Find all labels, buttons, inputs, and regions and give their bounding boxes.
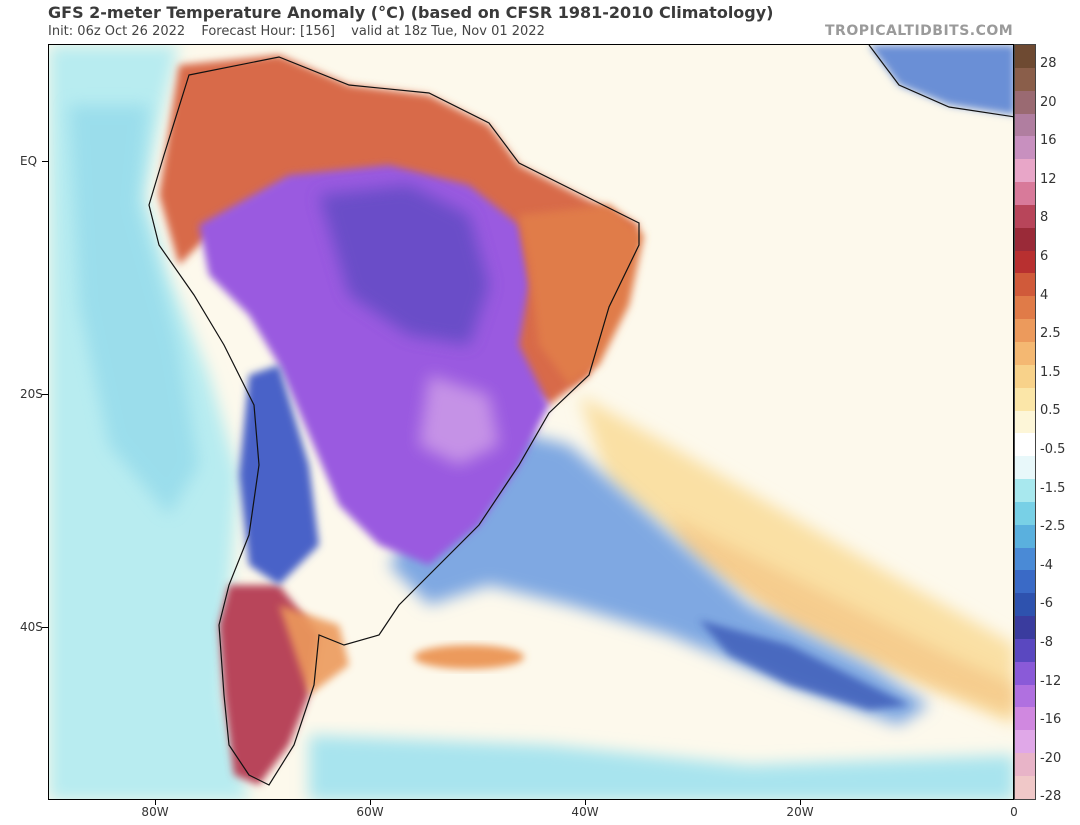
atlantic-cold-core — [699, 620, 909, 710]
colorbar-swatch — [1015, 319, 1035, 342]
south-atlantic-warm-patch — [414, 645, 524, 669]
atlantic-warm-core — [669, 515, 1013, 715]
colorbar-swatch — [1015, 113, 1035, 137]
map-title: GFS 2-meter Temperature Anomaly (°C) (ba… — [48, 3, 774, 22]
colorbar-tick-label: -2.5 — [1040, 519, 1066, 535]
continent-deep-cold — [319, 185, 489, 345]
lat-tick — [42, 394, 48, 395]
colorbar-swatch — [1015, 410, 1035, 434]
colorbar-tick-label: 1.5 — [1040, 364, 1061, 380]
colorbar-swatch — [1015, 136, 1035, 160]
lat-tick — [42, 627, 48, 628]
colorbar-swatch — [1015, 570, 1035, 594]
lat-label-40s: 40S — [20, 620, 43, 634]
colorbar-swatch — [1015, 341, 1035, 365]
south-cool-band — [309, 735, 1013, 799]
lat-label-20s: 20S — [20, 387, 43, 401]
colorbar — [1014, 44, 1036, 800]
colorbar-swatch — [1015, 479, 1035, 502]
map-canvas — [49, 45, 1013, 799]
lon-tick — [370, 800, 371, 805]
colorbar-swatch — [1015, 593, 1035, 617]
colorbar-tick-label: -1.5 — [1040, 480, 1066, 496]
colorbar-swatch — [1015, 45, 1035, 68]
colorbar-tick-label: -6 — [1040, 596, 1053, 612]
colorbar-tick-label: -0.5 — [1040, 442, 1066, 457]
colorbar-swatch — [1015, 776, 1035, 799]
colorbar-tick-label: 4 — [1040, 287, 1049, 303]
colorbar-tick-label: -20 — [1040, 750, 1062, 766]
lon-label-60w: 60W — [356, 805, 384, 819]
colorbar-tick-label: 12 — [1040, 171, 1057, 187]
colorbar-swatch — [1015, 433, 1035, 457]
forecast-hour: Forecast Hour: [156] — [201, 24, 336, 39]
colorbar-tick-label: 0.5 — [1040, 403, 1061, 419]
south-america-coastline — [148, 56, 640, 786]
colorbar-swatch — [1015, 684, 1035, 708]
valid-time: valid at 18z Tue, Nov 01 2022 — [351, 24, 545, 39]
colorbar-tick-label: -12 — [1040, 673, 1062, 689]
colorbar-tick-label: 20 — [1040, 94, 1057, 110]
africa-coastline — [868, 45, 1013, 118]
argentina-warm — [279, 605, 349, 695]
colorbar-swatch — [1015, 707, 1035, 731]
colorbar-tick-label: 6 — [1040, 249, 1049, 264]
lon-label-80w: 80W — [141, 805, 169, 819]
colorbar-swatch — [1015, 227, 1035, 251]
colorbar-tick-label: -8 — [1040, 635, 1053, 650]
east-brazil-warm — [519, 205, 644, 385]
lon-tick — [155, 800, 156, 805]
anomaly-map — [48, 44, 1014, 800]
colorbar-swatch — [1015, 204, 1035, 228]
colorbar-swatch — [1015, 182, 1035, 205]
colorbar-tick-label: 8 — [1040, 210, 1049, 226]
colorbar-swatch — [1015, 547, 1035, 571]
init-time: Init: 06z Oct 26 2022 — [48, 24, 186, 39]
colorbar-tick-label: -28 — [1040, 789, 1062, 805]
colorbar-swatch — [1015, 67, 1035, 91]
colorbar-tick-label: 2.5 — [1040, 326, 1061, 342]
colorbar-swatch — [1015, 730, 1035, 754]
continent-light-cold — [419, 375, 499, 465]
colorbar-tick-label: 28 — [1040, 56, 1057, 71]
andes-cold-stripe — [239, 365, 319, 585]
lat-label-eq: EQ — [20, 154, 38, 168]
colorbar-swatch — [1015, 524, 1035, 548]
map-subtitle: Init: 06z Oct 26 2022 Forecast Hour: [15… — [48, 24, 557, 39]
lon-label-0: 0 — [1010, 805, 1018, 819]
colorbar-tick-label: -4 — [1040, 557, 1053, 573]
colorbar-swatch — [1015, 456, 1035, 480]
brand-watermark: TROPICALTIDBITS.COM — [825, 23, 1014, 39]
colorbar-swatch — [1015, 90, 1035, 114]
colorbar-swatch — [1015, 638, 1035, 662]
africa-corner — [869, 45, 1013, 115]
colorbar-swatch — [1015, 159, 1035, 183]
colorbar-swatch — [1015, 296, 1035, 320]
colorbar-swatch — [1015, 250, 1035, 274]
colorbar-tick-label: -16 — [1040, 712, 1062, 728]
lon-tick — [585, 800, 586, 805]
colorbar-swatch — [1015, 616, 1035, 639]
colorbar-swatch — [1015, 661, 1035, 685]
colorbar-swatch — [1015, 273, 1035, 297]
pacific-cool-inner — [69, 105, 199, 515]
lon-label-20w: 20W — [786, 805, 814, 819]
colorbar-swatch — [1015, 753, 1035, 776]
colorbar-swatch — [1015, 364, 1035, 388]
colorbar-swatch — [1015, 501, 1035, 525]
lat-tick — [42, 161, 48, 162]
colorbar-swatch — [1015, 387, 1035, 411]
lon-tick — [800, 800, 801, 805]
colorbar-tick-label: 16 — [1040, 133, 1057, 149]
lon-label-40w: 40W — [571, 805, 599, 819]
